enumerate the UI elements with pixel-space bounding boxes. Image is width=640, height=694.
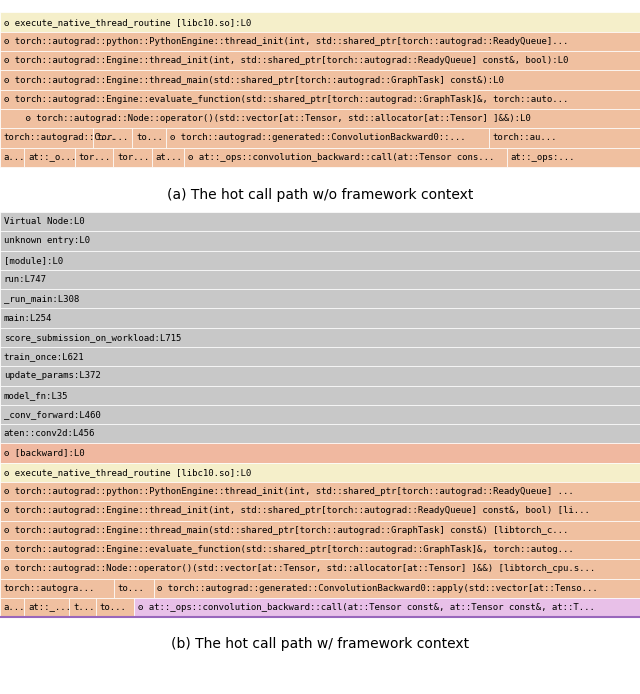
FancyBboxPatch shape: [489, 128, 640, 148]
FancyBboxPatch shape: [0, 270, 640, 289]
Text: (a) The hot call path w/o framework context: (a) The hot call path w/o framework cont…: [167, 188, 473, 203]
Text: to...: to...: [118, 584, 145, 593]
Text: at::_...: at::_...: [28, 603, 71, 612]
FancyBboxPatch shape: [0, 289, 640, 308]
Text: at::_ops:...: at::_ops:...: [511, 153, 575, 162]
FancyBboxPatch shape: [75, 148, 113, 167]
FancyBboxPatch shape: [0, 212, 640, 231]
FancyBboxPatch shape: [0, 231, 640, 251]
FancyBboxPatch shape: [0, 32, 640, 51]
FancyBboxPatch shape: [154, 579, 640, 598]
Text: ʘ torch::autograd::Engine::thread_main(std::shared_ptr[torch::autograd::GraphTas: ʘ torch::autograd::Engine::thread_main(s…: [4, 526, 568, 535]
FancyBboxPatch shape: [184, 148, 507, 167]
FancyBboxPatch shape: [0, 366, 640, 386]
FancyBboxPatch shape: [0, 128, 93, 148]
FancyBboxPatch shape: [0, 70, 640, 90]
FancyBboxPatch shape: [24, 598, 69, 617]
FancyBboxPatch shape: [152, 148, 184, 167]
Text: torch::au...: torch::au...: [493, 133, 557, 142]
Text: ʘ torch::autograd::generated::ConvolutionBackward0::apply(std::vector[at::Tenso.: ʘ torch::autograd::generated::Convolutio…: [157, 584, 598, 593]
FancyBboxPatch shape: [0, 109, 640, 128]
FancyBboxPatch shape: [0, 482, 640, 501]
FancyBboxPatch shape: [0, 12, 640, 32]
Text: unknown entry:L0: unknown entry:L0: [4, 237, 90, 246]
FancyBboxPatch shape: [24, 148, 75, 167]
Text: torch::autogra...: torch::autogra...: [4, 584, 95, 593]
Text: ʘ torch::autograd::Engine::thread_main(std::shared_ptr[torch::autograd::GraphTas: ʘ torch::autograd::Engine::thread_main(s…: [4, 76, 504, 85]
Text: _run_main:L308: _run_main:L308: [4, 294, 79, 303]
FancyBboxPatch shape: [507, 148, 640, 167]
Text: ʘ at::_ops::convolution_backward::call(at::Tensor const&, at::Tensor const&, at:: ʘ at::_ops::convolution_backward::call(a…: [138, 603, 595, 612]
Text: ʘ torch::autograd::Node::operator()(std::vector[at::Tensor, std::allocator[at::T: ʘ torch::autograd::Node::operator()(std:…: [4, 114, 531, 123]
Text: ʘ torch::autograd::Engine::evaluate_function(std::shared_ptr[torch::autograd::Gr: ʘ torch::autograd::Engine::evaluate_func…: [4, 545, 573, 554]
FancyBboxPatch shape: [0, 520, 640, 540]
Text: t...: t...: [73, 603, 95, 612]
FancyBboxPatch shape: [113, 148, 152, 167]
Text: update_params:L372: update_params:L372: [4, 371, 100, 380]
FancyBboxPatch shape: [132, 128, 166, 148]
Text: a...: a...: [4, 153, 26, 162]
Text: ʘ torch::autograd::Engine::evaluate_function(std::shared_ptr[torch::autograd::Gr: ʘ torch::autograd::Engine::evaluate_func…: [4, 95, 568, 104]
Text: to...: to...: [136, 133, 163, 142]
Text: ʘ execute_native_thread_routine [libc10.so]:L0: ʘ execute_native_thread_routine [libc10.…: [4, 468, 251, 477]
Text: score_submission_on_workload:L715: score_submission_on_workload:L715: [4, 333, 181, 342]
FancyBboxPatch shape: [0, 328, 640, 347]
FancyBboxPatch shape: [0, 251, 640, 270]
FancyBboxPatch shape: [0, 148, 24, 167]
Text: ʘ at::_ops::convolution_backward::call(at::Tensor cons...: ʘ at::_ops::convolution_backward::call(a…: [188, 153, 494, 162]
FancyBboxPatch shape: [0, 308, 640, 328]
FancyBboxPatch shape: [0, 443, 640, 463]
Text: at...: at...: [156, 153, 182, 162]
Text: ʘ [backward]:L0: ʘ [backward]:L0: [4, 448, 84, 457]
FancyBboxPatch shape: [0, 90, 640, 109]
FancyBboxPatch shape: [114, 579, 154, 598]
Text: ʘ torch::autograd::generated::ConvolutionBackward0::...: ʘ torch::autograd::generated::Convolutio…: [170, 133, 465, 142]
Text: _conv_forward:L460: _conv_forward:L460: [4, 410, 100, 419]
Text: model_fn:L35: model_fn:L35: [4, 391, 68, 400]
Text: run:L747: run:L747: [4, 275, 47, 284]
FancyBboxPatch shape: [69, 598, 96, 617]
FancyBboxPatch shape: [0, 598, 24, 617]
FancyBboxPatch shape: [0, 424, 640, 443]
Text: Virtual Node:L0: Virtual Node:L0: [4, 217, 84, 226]
Text: ʘ execute_native_thread_routine [libc10.so]:L0: ʘ execute_native_thread_routine [libc10.…: [4, 17, 251, 26]
FancyBboxPatch shape: [0, 51, 640, 70]
FancyBboxPatch shape: [93, 128, 132, 148]
Text: aten::conv2d:L456: aten::conv2d:L456: [4, 430, 95, 439]
Text: at::_o...: at::_o...: [28, 153, 77, 162]
FancyBboxPatch shape: [134, 598, 640, 617]
FancyBboxPatch shape: [0, 347, 640, 366]
FancyBboxPatch shape: [96, 598, 134, 617]
FancyBboxPatch shape: [0, 405, 640, 424]
FancyBboxPatch shape: [0, 579, 114, 598]
FancyBboxPatch shape: [166, 128, 489, 148]
FancyBboxPatch shape: [0, 559, 640, 579]
Text: train_once:L621: train_once:L621: [4, 352, 84, 361]
Text: ʘ torch::autograd::Engine::thread_init(int, std::shared_ptr[torch::autograd::Rea: ʘ torch::autograd::Engine::thread_init(i…: [4, 56, 568, 65]
FancyBboxPatch shape: [0, 540, 640, 559]
FancyBboxPatch shape: [0, 463, 640, 482]
Text: (b) The hot call path w/ framework context: (b) The hot call path w/ framework conte…: [171, 636, 469, 650]
FancyBboxPatch shape: [0, 386, 640, 405]
Text: a...: a...: [4, 603, 26, 612]
Text: tor...: tor...: [79, 153, 111, 162]
Text: to...: to...: [100, 603, 127, 612]
Text: [module]:L0: [module]:L0: [4, 255, 63, 264]
FancyBboxPatch shape: [0, 501, 640, 520]
Text: main:L254: main:L254: [4, 314, 52, 323]
Text: ʘ torch::autograd::python::PythonEngine::thread_init(int, std::shared_ptr[torch:: ʘ torch::autograd::python::PythonEngine:…: [4, 37, 568, 46]
Text: ʘ torch::autograd::Engine::thread_init(int, std::shared_ptr[torch::autograd::Rea: ʘ torch::autograd::Engine::thread_init(i…: [4, 507, 589, 516]
Text: torch::autograd::C...: torch::autograd::C...: [4, 133, 116, 142]
Text: tor...: tor...: [97, 133, 129, 142]
Text: tor...: tor...: [117, 153, 149, 162]
Text: ʘ torch::autograd::Node::operator()(std::vector[at::Tensor, std::allocator[at::T: ʘ torch::autograd::Node::operator()(std:…: [4, 564, 595, 573]
Text: ʘ torch::autograd::python::PythonEngine::thread_init(int, std::shared_ptr[torch:: ʘ torch::autograd::python::PythonEngine:…: [4, 487, 573, 496]
